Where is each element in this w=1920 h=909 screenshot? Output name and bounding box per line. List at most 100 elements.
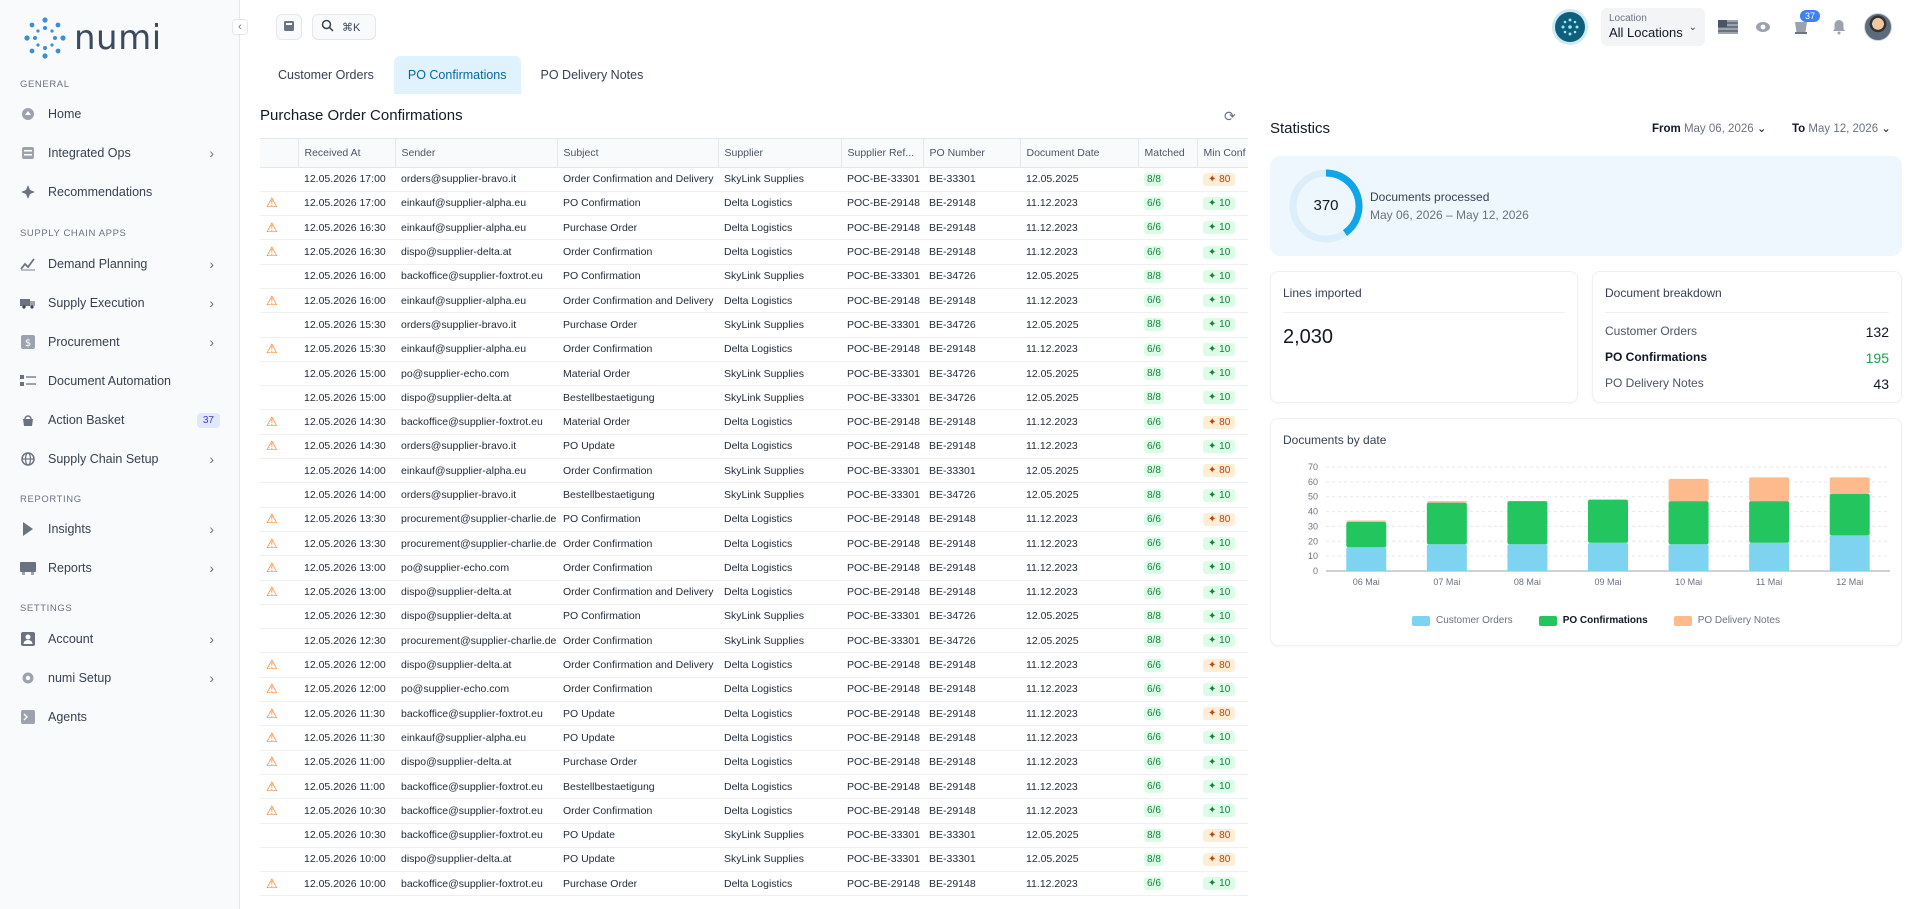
column-header[interactable]: Min Conf <box>1197 139 1248 168</box>
table-cell: 12.05.2026 10:00 <box>298 847 395 873</box>
sidebar-item-account[interactable]: Account › <box>20 625 220 653</box>
column-header[interactable]: Supplier <box>718 139 842 168</box>
sidebar-item-agents[interactable]: Agents <box>20 703 220 731</box>
tab-customer-orders[interactable]: Customer Orders <box>278 68 374 82</box>
table-row[interactable]: ⚠ 12.05.2026 13:30 procurement@supplier-ch… <box>260 531 1248 557</box>
table-row[interactable]: ⚠ 12.05.2026 12:00 dispo@supplier-delta.at… <box>260 652 1248 678</box>
table-row[interactable]: 12.05.2026 10:00 dispo@supplier-delta.at P… <box>260 847 1248 873</box>
table-row[interactable]: ⚠ 12.05.2026 16:30 dispo@supplier-delta.at… <box>260 239 1248 265</box>
table-row[interactable]: ⚠ 12.05.2026 11:30 backoffice@supplier-fox… <box>260 701 1248 727</box>
visibility-icon[interactable] <box>1754 18 1772 36</box>
search-button[interactable]: ⌘K <box>312 14 376 40</box>
column-header[interactable]: Subject <box>557 139 719 168</box>
table-row[interactable]: 12.05.2026 15:00 dispo@supplier-delta.at B… <box>260 385 1248 411</box>
column-header[interactable]: Received At <box>298 139 396 168</box>
table-row[interactable]: ⚠ 12.05.2026 16:00 einkauf@supplier-alpha.… <box>260 288 1248 314</box>
table-row[interactable]: ⚠ 12.05.2026 15:30 einkauf@supplier-alpha.… <box>260 337 1248 362</box>
bar-customer-orders <box>1588 542 1628 571</box>
from-date-select[interactable]: From May 06, 2026 ⌄ <box>1652 121 1766 135</box>
warning-cell <box>260 361 298 387</box>
table-row[interactable]: 12.05.2026 12:30 procurement@supplier-cha… <box>260 628 1248 654</box>
column-header[interactable]: Supplier Ref... <box>841 139 924 168</box>
table-row[interactable]: ⚠ 12.05.2026 13:00 dispo@supplier-delta.at… <box>260 580 1248 605</box>
table-row[interactable]: ⚠ 12.05.2026 11:00 dispo@supplier-delta.at… <box>260 750 1248 775</box>
sidebar-item-demand-planning[interactable]: Demand Planning › <box>20 250 220 278</box>
table-row[interactable]: ⚠ 12.05.2026 17:00 einkauf@supplier-alpha.… <box>260 191 1248 217</box>
confidence-badge: ✦ 10 <box>1203 634 1236 648</box>
sidebar-item-supply-chain-setup[interactable]: Supply Chain Setup › <box>20 445 220 473</box>
table-cell: 12.05.2026 16:00 <box>298 288 395 314</box>
column-header[interactable]: PO Number <box>923 139 1021 168</box>
column-header[interactable]: Sender <box>395 139 558 168</box>
table-cell: SkyLink Supplies <box>718 482 841 508</box>
sidebar-item-insights[interactable]: Insights › <box>20 515 220 543</box>
table-row[interactable]: 12.05.2026 16:00 backoffice@supplier-foxt… <box>260 264 1248 289</box>
user-avatar[interactable] <box>1864 13 1892 41</box>
column-header[interactable] <box>260 139 299 168</box>
tab-po-delivery-notes[interactable]: PO Delivery Notes <box>540 68 644 82</box>
table-cell: Bestellbestaetigung <box>557 482 718 508</box>
table-row[interactable]: 12.05.2026 14:00 orders@supplier-bravo.it… <box>260 482 1248 508</box>
notifications-icon[interactable] <box>1792 18 1810 36</box>
table-row[interactable]: ⚠ 12.05.2026 10:00 backoffice@supplier-fox… <box>260 871 1248 897</box>
table-row[interactable]: ⚠ 12.05.2026 14:30 orders@supplier-bravo.i… <box>260 434 1248 460</box>
chevron-right-icon: › <box>209 451 214 467</box>
table-row[interactable]: ⚠ 12.05.2026 10:30 backoffice@supplier-fox… <box>260 798 1248 824</box>
sidebar-item-document-automation[interactable]: Document Automation <box>20 367 220 395</box>
table-row[interactable]: 12.05.2026 17:00 orders@supplier-bravo.it… <box>260 167 1248 192</box>
table-cell: Purchase Order <box>557 750 718 775</box>
refresh-icon[interactable]: ⟳ <box>1224 108 1236 124</box>
y-tick-label: 0 <box>1313 566 1318 576</box>
table-row[interactable]: 12.05.2026 14:00 einkauf@supplier-alpha.e… <box>260 458 1248 484</box>
column-header[interactable]: Document Date <box>1020 139 1139 168</box>
sidebar-item-home[interactable]: Home <box>20 100 220 128</box>
sidebar-item-integrated-ops[interactable]: Integrated Ops › <box>20 139 220 167</box>
sidebar-item-reports[interactable]: Reports › <box>20 554 220 582</box>
sidebar-item-action-basket[interactable]: Action Basket 37 <box>20 406 220 434</box>
sidebar-item-numi-setup[interactable]: numi Setup › <box>20 664 220 692</box>
sidebar-item-label: Document Automation <box>48 374 171 388</box>
table-cell: procurement@supplier-charlie.de <box>395 628 557 654</box>
table-cell: dispo@supplier-delta.at <box>395 652 557 678</box>
terminal-icon <box>20 709 36 725</box>
column-header[interactable]: Matched <box>1138 139 1198 168</box>
table-row[interactable]: 12.05.2026 15:30 orders@supplier-bravo.it… <box>260 312 1248 338</box>
table-cell: POC-BE-29148 <box>841 434 923 460</box>
to-date-select[interactable]: To May 12, 2026 ⌄ <box>1792 121 1891 135</box>
table-cell: BE-29148 <box>923 288 1020 314</box>
min-confidence-cell: ✦ 80 <box>1197 458 1248 484</box>
collapse-sidebar-button[interactable]: ‹ <box>232 19 248 35</box>
table-cell: orders@supplier-bravo.it <box>395 312 557 338</box>
tab-po-confirmations[interactable]: PO Confirmations <box>393 56 521 94</box>
table-row[interactable]: ⚠ 12.05.2026 11:00 backoffice@supplier-fox… <box>260 774 1248 800</box>
legend-swatch-po-delivery-notes <box>1673 615 1692 626</box>
numi-logo[interactable]: numi <box>22 16 162 60</box>
agent-status-icon[interactable] <box>1555 12 1585 42</box>
x-tick-label: 11 Mai <box>1756 577 1782 587</box>
table-row[interactable]: ⚠ 12.05.2026 13:30 procurement@supplier-ch… <box>260 507 1248 532</box>
bell-icon[interactable] <box>1830 18 1848 36</box>
table-row[interactable]: ⚠ 12.05.2026 14:30 backoffice@supplier-fox… <box>260 409 1248 435</box>
confidence-badge: ✦ 10 <box>1203 682 1236 696</box>
table-row[interactable]: ⚠ 12.05.2026 13:00 po@supplier-echo.com Ord… <box>260 555 1248 581</box>
chevron-down-icon: ⌄ <box>1756 123 1767 135</box>
table-cell: BE-29148 <box>923 531 1020 557</box>
table-row[interactable]: 12.05.2026 10:30 backoffice@supplier-foxt… <box>260 823 1248 848</box>
matched-cell: 8/8 <box>1138 361 1197 387</box>
table-row[interactable]: ⚠ 12.05.2026 16:30 einkauf@supplier-alpha.… <box>260 215 1248 241</box>
table-cell: 11.12.2023 <box>1020 871 1138 897</box>
sidebar-item-supply-execution[interactable]: Supply Execution › <box>20 289 220 317</box>
y-tick-label: 10 <box>1308 551 1318 561</box>
table-row[interactable]: ⚠ 12.05.2026 12:00 po@supplier-echo.com Ord… <box>260 677 1248 703</box>
table-row[interactable]: ⚠ 12.05.2026 11:30 einkauf@supplier-alpha.… <box>260 725 1248 751</box>
table-row[interactable]: 12.05.2026 12:30 dispo@supplier-delta.at P… <box>260 604 1248 630</box>
sidebar-item-recommendations[interactable]: Recommendations <box>20 178 220 206</box>
location-select[interactable]: Location All Locations ⌄ <box>1601 8 1705 46</box>
bookmark-button[interactable] <box>276 14 302 40</box>
matched-cell: 6/6 <box>1138 215 1197 241</box>
x-tick-label: 06 Mai <box>1353 577 1380 587</box>
us-flag-icon[interactable] <box>1717 18 1739 36</box>
table-row[interactable]: 12.05.2026 15:00 po@supplier-echo.com Mate… <box>260 361 1248 387</box>
min-confidence-cell: ✦ 10 <box>1197 604 1248 630</box>
sidebar-item-procurement[interactable]: $ Procurement › <box>20 328 220 356</box>
